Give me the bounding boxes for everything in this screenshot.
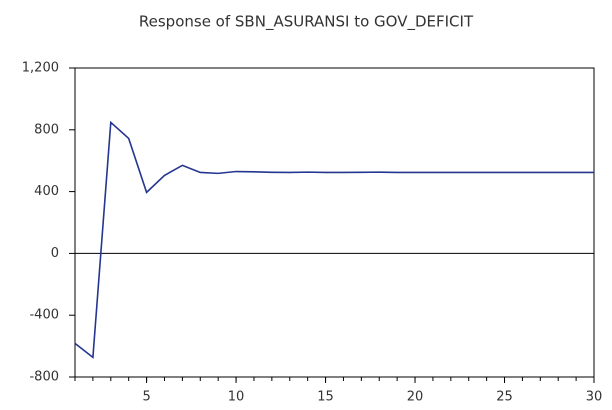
y-tick-label: -400 — [29, 308, 59, 323]
y-tick-label: 800 — [34, 122, 59, 137]
y-tick-label: 0 — [51, 246, 59, 261]
x-tick-label: 20 — [407, 390, 424, 405]
y-tick-label: 1,200 — [22, 61, 59, 76]
series-line — [74, 120, 594, 359]
x-tick-label: 25 — [496, 390, 513, 405]
x-tick-label: 30 — [586, 390, 603, 405]
y-tick-label: 400 — [34, 184, 59, 199]
plot-frame — [74, 67, 595, 378]
x-tick-label: 5 — [142, 390, 150, 405]
x-tick-label: 15 — [317, 390, 334, 405]
x-tick-label: 10 — [228, 390, 245, 405]
y-tick-label: -800 — [29, 370, 59, 385]
chart-title: Response of SBN_ASURANSI to GOV_DEFICIT — [139, 13, 474, 32]
